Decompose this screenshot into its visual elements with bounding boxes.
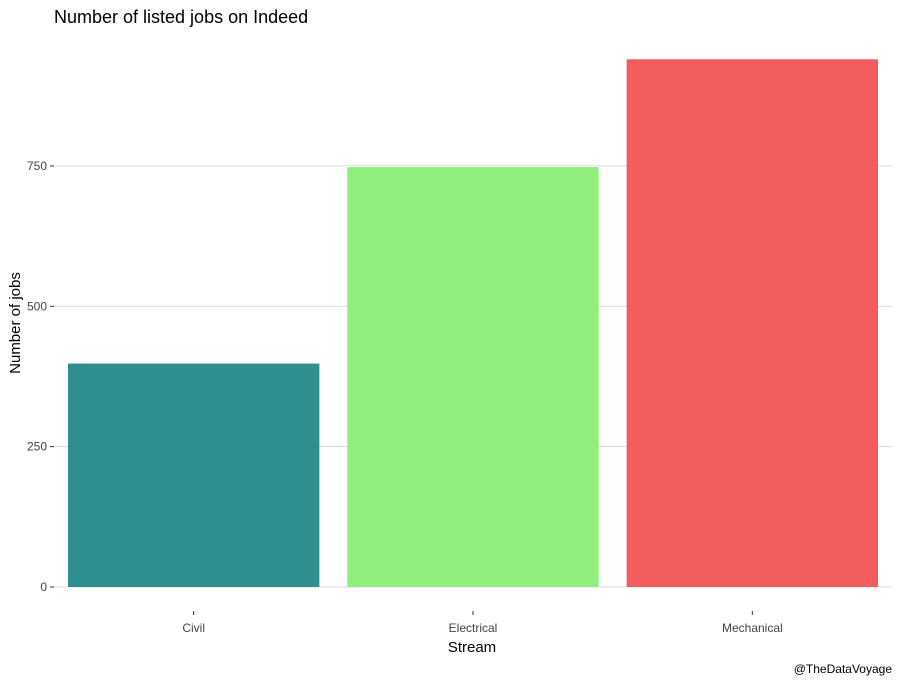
x-axis-title: Stream	[448, 639, 496, 656]
x-tick-label: Electrical	[449, 621, 498, 635]
y-tick-label: 500	[27, 299, 47, 313]
y-tick-label: 250	[27, 440, 47, 454]
y-axis-title: Number of jobs	[7, 272, 24, 374]
caption: @TheDataVoyage	[794, 662, 893, 676]
y-axis-ticks: 0 250 500 750	[27, 159, 54, 594]
x-tick-label: Mechanical	[722, 621, 783, 635]
y-tick-label: 0	[40, 580, 47, 594]
x-axis-ticks: Civil Electrical Mechanical	[182, 611, 783, 635]
y-tick-label: 750	[27, 159, 47, 173]
bar-electrical	[347, 167, 599, 587]
bars	[67, 59, 879, 587]
bar-civil	[67, 363, 320, 587]
x-tick-label: Civil	[182, 621, 205, 635]
bar-mechanical	[626, 59, 879, 587]
chart-title: Number of listed jobs on Indeed	[54, 7, 308, 27]
